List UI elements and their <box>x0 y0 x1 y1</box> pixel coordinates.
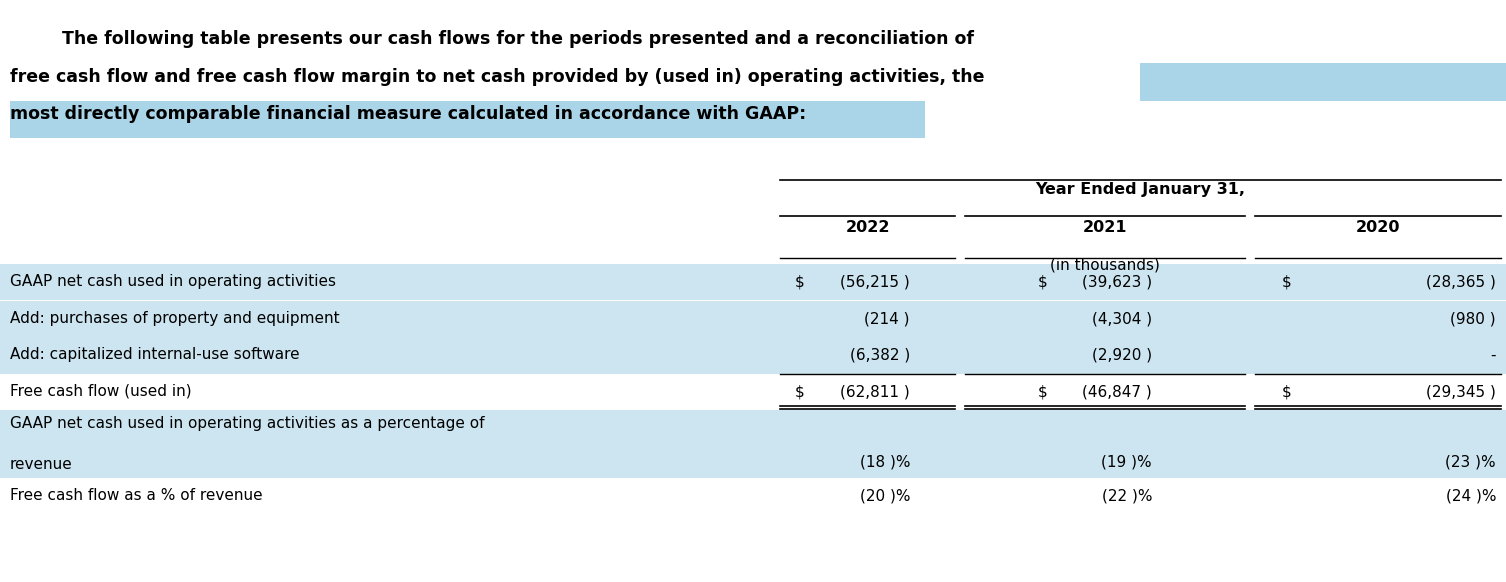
Bar <box>11 101 925 139</box>
Bar <box>1140 63 1506 101</box>
Text: Add: purchases of property and equipment: Add: purchases of property and equipment <box>11 311 340 326</box>
Text: (24 )%: (24 )% <box>1446 489 1495 504</box>
Text: Add: capitalized internal-use software: Add: capitalized internal-use software <box>11 347 300 362</box>
Text: $: $ <box>795 275 804 290</box>
Text: (980 ): (980 ) <box>1450 311 1495 327</box>
Text: (18 )%: (18 )% <box>860 455 910 470</box>
Text: (23 )%: (23 )% <box>1446 455 1495 470</box>
Text: 2022: 2022 <box>845 220 890 235</box>
Text: (62,811 ): (62,811 ) <box>840 384 910 399</box>
Text: Free cash flow as a % of revenue: Free cash flow as a % of revenue <box>11 488 262 503</box>
Text: (6,382 ): (6,382 ) <box>849 348 910 363</box>
Text: 2020: 2020 <box>1355 220 1401 235</box>
Text: The following table presents our cash flows for the periods presented and a reco: The following table presents our cash fl… <box>38 30 974 48</box>
Text: GAAP net cash used in operating activities as a percentage of: GAAP net cash used in operating activiti… <box>11 416 485 431</box>
Text: (39,623 ): (39,623 ) <box>1081 275 1152 290</box>
Text: Year Ended January 31,: Year Ended January 31, <box>1036 182 1245 197</box>
Text: $: $ <box>1282 384 1292 399</box>
Text: (46,847 ): (46,847 ) <box>1083 384 1152 399</box>
Text: (4,304 ): (4,304 ) <box>1092 311 1152 327</box>
Text: (in thousands): (in thousands) <box>1050 258 1160 273</box>
Text: (19 )%: (19 )% <box>1101 455 1152 470</box>
Text: $: $ <box>1038 384 1048 399</box>
Bar <box>0 410 1506 478</box>
Text: $: $ <box>1282 275 1292 290</box>
Text: (28,365 ): (28,365 ) <box>1426 275 1495 290</box>
Text: (214 ): (214 ) <box>864 311 910 327</box>
Bar <box>0 300 1506 337</box>
Text: 2021: 2021 <box>1083 220 1128 235</box>
Text: (29,345 ): (29,345 ) <box>1426 384 1495 399</box>
Text: GAAP net cash used in operating activities: GAAP net cash used in operating activiti… <box>11 274 336 289</box>
Text: revenue: revenue <box>11 457 72 472</box>
Text: (22 )%: (22 )% <box>1101 489 1152 504</box>
Text: $: $ <box>1038 275 1048 290</box>
Text: (2,920 ): (2,920 ) <box>1092 348 1152 363</box>
Text: Free cash flow (used in): Free cash flow (used in) <box>11 384 191 399</box>
Text: free cash flow and free cash flow margin to net cash provided by (used in) opera: free cash flow and free cash flow margin… <box>11 68 985 86</box>
Text: most directly comparable financial measure calculated in accordance with GAAP:: most directly comparable financial measu… <box>11 105 806 123</box>
Text: $: $ <box>795 384 804 399</box>
Bar <box>0 264 1506 300</box>
Text: (56,215 ): (56,215 ) <box>840 275 910 290</box>
Text: -: - <box>1491 348 1495 363</box>
Text: (20 )%: (20 )% <box>860 489 910 504</box>
Bar <box>0 337 1506 374</box>
